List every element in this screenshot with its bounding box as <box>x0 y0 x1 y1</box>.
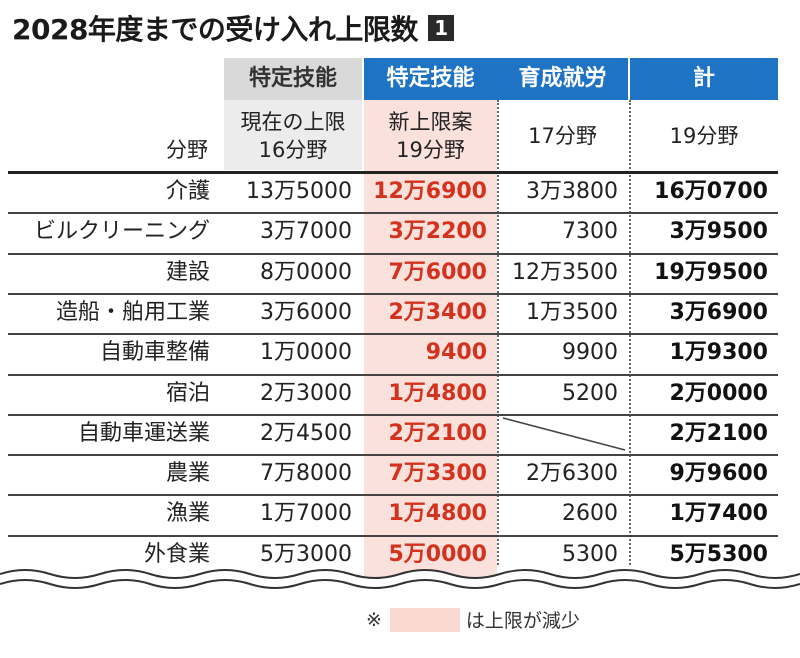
new-limit-value: 9400 <box>425 340 487 366</box>
subheader-total: 19分野 <box>669 124 739 148</box>
header-tokutei-current: 特定技能 <box>224 58 362 100</box>
current-limit-value: 1万7000 <box>260 501 352 527</box>
current-limit-value: 7万8000 <box>260 461 352 487</box>
header-field-label: 分野 <box>166 138 208 162</box>
row-rule <box>8 413 778 416</box>
highlight-swatch <box>389 607 460 632</box>
ikusei-value: 12万3500 <box>512 259 618 285</box>
row-rule <box>8 252 778 255</box>
ikusei-value: 9900 <box>562 340 618 366</box>
current-limit-value: 2万3000 <box>260 380 352 406</box>
ikusei-value: 2600 <box>562 501 618 527</box>
new-limit-highlight-column <box>364 100 497 590</box>
title-text: 2028年度までの受け入れ上限数 <box>12 13 418 46</box>
new-limit-value: 7万3300 <box>388 461 487 487</box>
row-rule <box>8 212 778 215</box>
total-value: 3万9500 <box>669 219 768 245</box>
new-limit-value: 2万3400 <box>388 299 487 325</box>
new-limit-value: 3万2200 <box>388 219 487 245</box>
header-total: 計 <box>630 58 778 100</box>
new-limit-value: 2万2100 <box>388 420 487 446</box>
total-value: 16万0700 <box>654 179 768 204</box>
total-value: 5万5300 <box>669 541 768 567</box>
subheader-new: 新上限案 19分野 <box>388 110 473 162</box>
ikusei-value: 5200 <box>562 380 618 406</box>
current-limit-value: 3万7000 <box>260 219 352 245</box>
note-mark: ※ <box>366 608 382 631</box>
not-applicable-slash <box>502 417 626 451</box>
total-value: 9万9600 <box>669 461 768 487</box>
new-limit-value: 1万4800 <box>388 380 487 406</box>
torn-edge-wave <box>0 569 800 600</box>
header-ikusei: 育成就労 <box>497 58 628 100</box>
row-rule <box>8 534 778 537</box>
column-divider <box>629 100 631 565</box>
current-limit-value: 8万0000 <box>260 259 352 285</box>
total-value: 3万6900 <box>669 299 768 325</box>
page-title: 2028年度までの受け入れ上限数 1 <box>12 8 454 48</box>
new-limit-value: 7万6000 <box>388 259 487 285</box>
new-limit-value: 12万6900 <box>373 179 487 204</box>
field-name: 宿泊 <box>165 380 210 406</box>
total-value: 2万0000 <box>669 380 768 406</box>
row-rule <box>8 454 778 457</box>
figure-number-badge: 1 <box>427 15 454 41</box>
header-tokutei-new: 特定技能 <box>364 58 497 100</box>
subheader-current: 現在の上限 16分野 <box>240 110 346 162</box>
current-limit-value: 13万5000 <box>246 179 352 204</box>
subheader-ikusei: 17分野 <box>528 124 597 148</box>
field-name: 漁業 <box>165 501 210 527</box>
field-name: 自動車運送業 <box>77 420 210 446</box>
current-limit-value: 3万6000 <box>260 299 352 325</box>
field-name: ビルクリーニング <box>33 219 210 245</box>
ikusei-value: 7300 <box>562 219 618 245</box>
field-name: 介護 <box>165 179 210 204</box>
row-rule <box>8 373 778 376</box>
column-divider <box>497 100 499 565</box>
ikusei-value: 5300 <box>562 541 618 567</box>
field-name: 造船・舶用工業 <box>55 299 210 325</box>
current-limit-header-bg <box>224 100 362 170</box>
new-limit-value: 5万0000 <box>388 541 487 567</box>
row-rule <box>8 333 778 336</box>
row-rule <box>8 494 778 497</box>
field-name: 自動車整備 <box>99 340 210 366</box>
field-name: 農業 <box>165 461 210 487</box>
total-value: 1万7400 <box>669 501 768 527</box>
current-limit-value: 2万4500 <box>260 420 352 446</box>
ikusei-value: 2万6300 <box>526 461 618 487</box>
current-limit-value: 5万3000 <box>260 541 352 567</box>
header-rule <box>8 171 778 174</box>
field-name: 外食業 <box>143 541 210 567</box>
note-text: は上限が減少 <box>465 610 580 632</box>
row-rule <box>8 292 778 295</box>
new-limit-value: 1万4800 <box>388 501 487 527</box>
legend-note: ※ は上限が減少 <box>366 606 580 633</box>
ikusei-value: 1万3500 <box>526 299 618 325</box>
total-value: 2万2100 <box>669 420 768 446</box>
total-value: 1万9300 <box>669 340 768 366</box>
field-name: 建設 <box>165 259 210 285</box>
current-limit-value: 1万0000 <box>260 340 352 366</box>
ikusei-value: 3万3800 <box>526 179 618 204</box>
total-value: 19万9500 <box>654 259 768 285</box>
